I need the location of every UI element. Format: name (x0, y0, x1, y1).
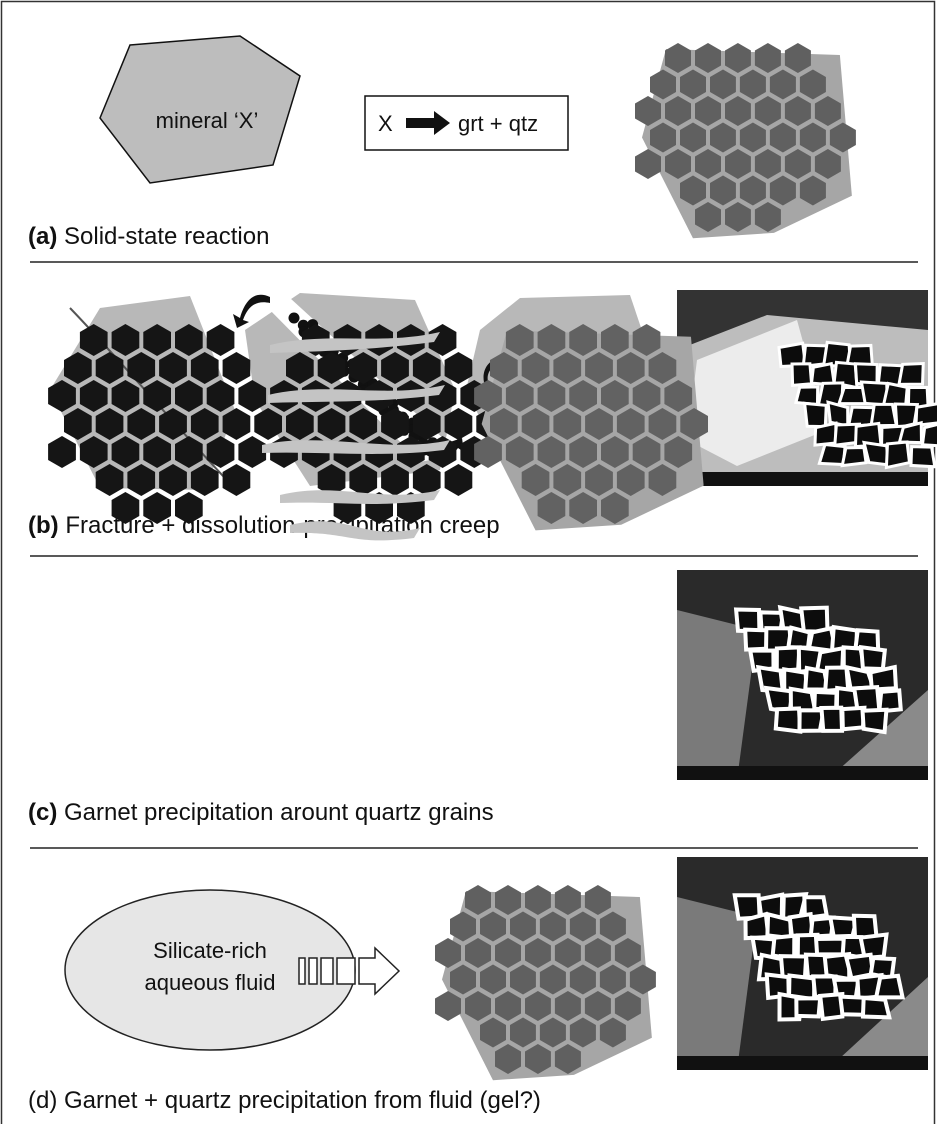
caption: (b) Fracture + dissolution-precipitation… (28, 512, 500, 539)
grain (816, 939, 844, 955)
products: grt + qtz (458, 111, 538, 136)
sem-photo (677, 570, 928, 780)
grain (863, 998, 889, 1017)
grain (922, 423, 937, 446)
grain (821, 708, 842, 731)
caption-label: (b) (28, 512, 59, 539)
scale-bar (677, 766, 928, 780)
grain (828, 402, 848, 426)
figure: mineral ‘X’ X grt + qtz (a) Solid-state … (0, 0, 937, 1124)
grain (876, 976, 902, 998)
grain (805, 403, 827, 426)
scale-bar (677, 1056, 928, 1070)
caption-label: (a) (28, 223, 57, 250)
grain (842, 448, 866, 466)
caption-text: Garnet + quartz precipitation from fluid… (64, 1087, 541, 1114)
caption: (c) Garnet precipitation arount quartz g… (28, 799, 494, 826)
grain (796, 998, 820, 1016)
caption-text: Garnet precipitation arount quartz grain… (64, 799, 494, 826)
scale-bar (677, 472, 928, 486)
grain (863, 710, 887, 732)
grain (788, 628, 809, 648)
caption: (d) Garnet + quartz precipitation from f… (28, 1087, 541, 1114)
grain (899, 364, 923, 385)
sem-photo (677, 857, 928, 1070)
grain (777, 647, 800, 671)
fluid-label: aqueous fluid (145, 970, 276, 995)
reactant: X (378, 111, 393, 136)
grain (864, 442, 888, 464)
grain (815, 423, 836, 445)
bead (289, 313, 300, 324)
caption: (a) Solid-state reaction (28, 223, 269, 250)
grain (796, 387, 818, 405)
grain (819, 445, 845, 465)
caption-label: (c) (28, 799, 57, 826)
sem-photo (677, 290, 937, 486)
caption-label: (d) (28, 1087, 57, 1114)
grain (776, 708, 800, 731)
grain (745, 914, 768, 938)
fluid-label: Silicate-rich (153, 938, 267, 963)
grain (911, 447, 935, 467)
grain (886, 442, 909, 468)
caption-text: Solid-state reaction (64, 223, 269, 250)
mineral-label: mineral ‘X’ (156, 108, 259, 133)
grain (792, 364, 812, 386)
grain (861, 647, 885, 669)
